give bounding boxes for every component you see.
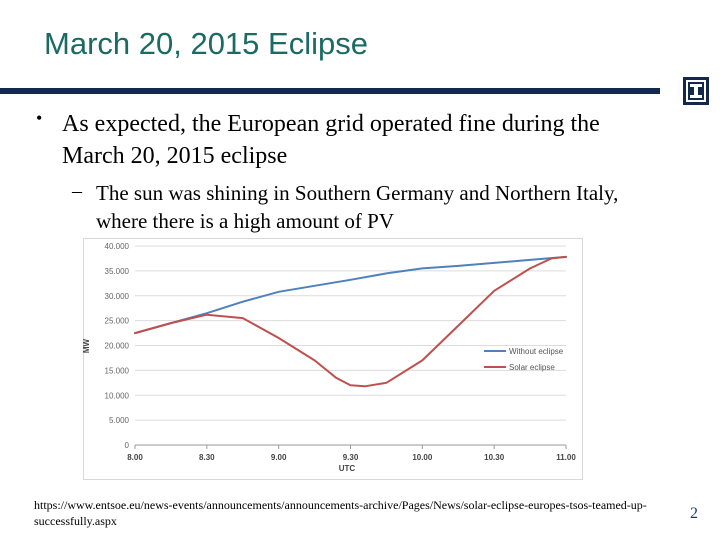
series-line-1: [134, 255, 567, 335]
x-tick-label: 10.30: [484, 453, 505, 462]
series-line-2: [134, 255, 567, 388]
x-tick-label: 11.00: [556, 453, 576, 462]
y-tick-label: 40.000: [105, 242, 130, 251]
eclipse-load-chart: 0 5.000 10.000 15.000 20.000 25.000 30.000 35.0…: [83, 238, 583, 480]
y-tick-label: 5.000: [109, 416, 130, 425]
y-tick-label: 10.000: [105, 391, 130, 400]
x-tick-label: 8.00: [127, 453, 143, 462]
y-tick-label: 15.000: [105, 366, 130, 375]
x-tick-label: 8.30: [199, 453, 215, 462]
y-tick-label: 25.000: [105, 317, 130, 326]
bullet-icon: •: [36, 108, 43, 128]
y-tick-label: 30.000: [105, 292, 130, 301]
legend-label: Without eclipse: [509, 347, 564, 356]
x-tick-label: 10.00: [412, 453, 433, 462]
bullet-text-level2: The sun was shining in Southern Germany …: [96, 181, 619, 233]
x-tick-label: 9.30: [343, 453, 359, 462]
chart-frame: [83, 238, 583, 480]
x-axis-label: UTC: [339, 464, 356, 473]
y-tick-label: 20.000: [105, 342, 130, 351]
dash-icon: –: [72, 180, 82, 202]
x-tick-label: 9.00: [271, 453, 287, 462]
y-tick-label: 0: [125, 441, 130, 450]
page-number: 2: [690, 505, 698, 522]
y-axis-label: MW: [83, 338, 91, 353]
y-tick-label: 35.000: [105, 267, 130, 276]
slide-title: March 20, 2015 Eclipse: [44, 26, 368, 61]
bullet-text-level1: As expected, the European grid operated …: [62, 111, 600, 169]
university-logo-icon: [683, 77, 709, 105]
title-rule: [0, 88, 660, 94]
legend-label: Solar eclipse: [509, 363, 555, 372]
source-url[interactable]: https://www.entsoe.eu/news-events/announ…: [34, 498, 647, 528]
